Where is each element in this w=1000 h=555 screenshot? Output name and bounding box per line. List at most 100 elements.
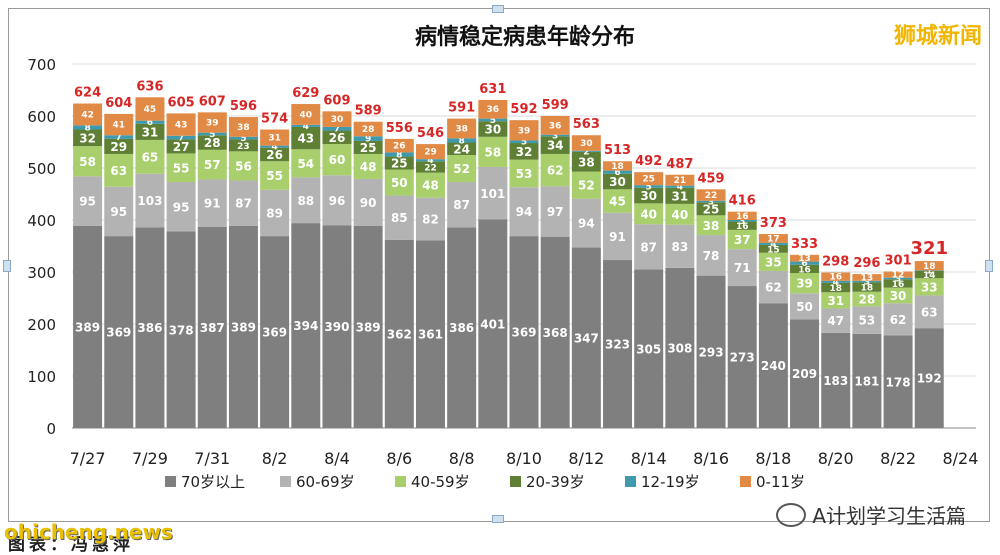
bar-segment	[228, 139, 258, 152]
data-label: 390	[324, 320, 349, 334]
bar-segment	[447, 155, 477, 183]
resize-handle-right[interactable]	[985, 260, 993, 272]
data-label: 36	[549, 121, 562, 131]
data-label: 273	[730, 351, 755, 365]
data-label: 7	[116, 133, 122, 143]
bar-segment	[197, 132, 227, 136]
data-label: 25	[642, 175, 655, 185]
bar-segment	[322, 126, 352, 131]
bar-segment	[415, 197, 445, 241]
bar-segment	[665, 267, 695, 428]
bar-segment	[228, 151, 258, 181]
data-label: 401	[480, 317, 505, 331]
data-label: 389	[75, 320, 100, 334]
data-label: 54	[297, 157, 314, 171]
total-label: 563	[573, 117, 600, 132]
data-label: 91	[609, 230, 626, 244]
legend: 70岁以上 60-69岁 40-59岁 20-39岁 12-19岁 0-11岁	[165, 473, 805, 491]
bar-segment	[852, 291, 882, 307]
data-label: 45	[144, 105, 157, 115]
total-label: 416	[729, 194, 756, 209]
total-label: 609	[323, 93, 350, 108]
data-label: 8	[459, 136, 465, 146]
figure-caption: 图表：冯惠萍	[8, 535, 134, 555]
bar-segment	[447, 118, 477, 139]
data-label: 39	[206, 119, 219, 129]
data-label: 5	[521, 138, 527, 148]
data-label: 2	[583, 147, 589, 157]
data-label: 62	[547, 164, 564, 178]
data-label: 16	[829, 273, 842, 283]
bar-segment	[790, 264, 820, 274]
x-tick-label: 8/4	[324, 449, 350, 468]
bar-segment	[291, 126, 321, 150]
x-tick-label: 8/10	[506, 449, 542, 468]
data-label: 30	[609, 175, 626, 189]
data-label: 95	[79, 195, 96, 209]
bar-segment	[104, 135, 134, 139]
bar-segment	[540, 136, 570, 154]
data-label: 4	[833, 278, 839, 288]
bar-segment	[727, 286, 757, 428]
bar-segment	[166, 113, 196, 136]
data-label: 8	[396, 150, 402, 160]
data-label: 47	[827, 314, 844, 328]
data-label: 26	[393, 142, 406, 152]
legend-swatch	[395, 476, 406, 487]
bar-segment	[727, 211, 757, 220]
data-label: 94	[578, 217, 595, 231]
data-label: 8	[84, 123, 90, 133]
bar-segment	[852, 282, 882, 292]
x-tick-label: 7/27	[70, 449, 106, 468]
data-label: 50	[796, 300, 813, 314]
legend-label: 0-11岁	[756, 473, 805, 491]
data-label: 95	[110, 205, 127, 219]
bar-segment	[758, 244, 788, 253]
data-label: 78	[703, 249, 720, 263]
resize-handle-bottom[interactable]	[492, 515, 504, 523]
bar-segment	[852, 280, 882, 283]
bar-segment	[758, 234, 788, 243]
y-tick-label: 400	[27, 212, 56, 230]
x-tick-label: 7/29	[132, 449, 168, 468]
data-label: 94	[516, 205, 533, 219]
bars: 3899558328426243699563297416043861036531…	[73, 79, 948, 428]
resize-handle-left[interactable]	[3, 260, 11, 272]
bar-segment	[73, 125, 103, 130]
data-label: 52	[578, 179, 595, 193]
resize-handle-top[interactable]	[492, 5, 504, 13]
data-label: 5	[646, 182, 652, 192]
bar-segment	[135, 139, 165, 174]
data-label: 6	[147, 118, 153, 128]
total-label: 298	[822, 255, 849, 270]
bar-segment	[790, 293, 820, 320]
data-label: 58	[484, 145, 501, 159]
total-label: 487	[666, 157, 693, 172]
data-label: 21	[674, 176, 687, 186]
bar-segment	[197, 179, 227, 227]
bar-segment	[260, 189, 290, 237]
data-label: 15	[767, 245, 780, 255]
data-label: 3	[739, 217, 745, 227]
data-label: 39	[796, 277, 813, 291]
bar-segment	[821, 292, 851, 309]
data-label: 65	[142, 150, 159, 164]
data-label: 38	[578, 155, 595, 169]
data-label: 3	[864, 278, 870, 288]
data-label: 362	[387, 327, 412, 341]
data-label: 18	[861, 284, 874, 294]
bar-segment	[197, 112, 227, 133]
bar-segment	[571, 198, 601, 248]
data-label: 23	[237, 142, 250, 152]
data-label: 50	[391, 176, 408, 190]
bar-segment	[384, 169, 414, 196]
bar-segment	[696, 189, 726, 201]
bar-segment	[696, 235, 726, 276]
y-tick-label: 600	[27, 108, 56, 126]
bar-segment	[758, 270, 788, 304]
data-label: 209	[792, 367, 817, 381]
data-label: 293	[699, 345, 724, 359]
bar-segment	[821, 282, 851, 293]
data-label: 240	[761, 359, 786, 373]
bar-segment	[447, 142, 477, 155]
